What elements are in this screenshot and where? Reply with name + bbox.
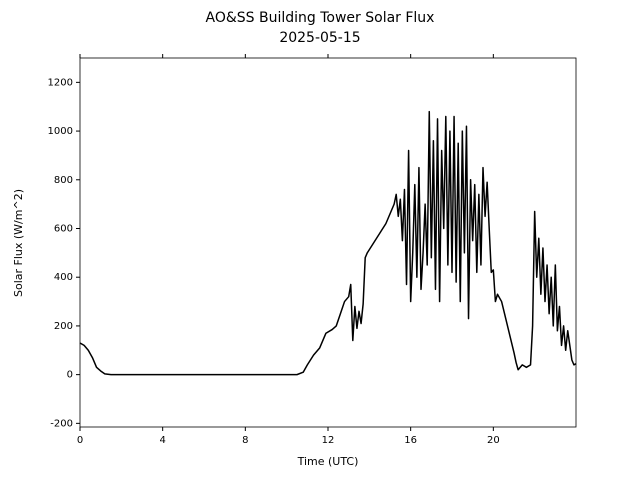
x-axis-label: Time (UTC) xyxy=(297,455,359,468)
flux-line xyxy=(79,110,577,376)
plot-frame xyxy=(79,57,577,428)
y-axis-label: Solar Flux (W/m^2) xyxy=(12,189,25,297)
x-tick-label: 12 xyxy=(322,435,335,446)
x-tick-label: 0 xyxy=(77,435,83,446)
x-tick-label: 4 xyxy=(159,435,165,446)
y-tick-label: -200 xyxy=(50,418,73,429)
y-tick-label: 1000 xyxy=(48,126,73,137)
y-tick-label: 1200 xyxy=(48,77,73,88)
y-tick-label: 0 xyxy=(67,370,73,381)
x-tick-label: 8 xyxy=(242,435,248,446)
y-tick-label: 400 xyxy=(54,272,73,283)
x-tick-label: 20 xyxy=(487,435,500,446)
chart-title: AO&SS Building Tower Solar Flux xyxy=(206,10,435,26)
y-tick-label: 800 xyxy=(54,175,73,186)
chart-subtitle: 2025-05-15 xyxy=(279,30,360,46)
x-tick-label: 16 xyxy=(404,435,417,446)
y-tick-label: 600 xyxy=(54,223,73,234)
y-tick-label: 200 xyxy=(54,321,73,332)
